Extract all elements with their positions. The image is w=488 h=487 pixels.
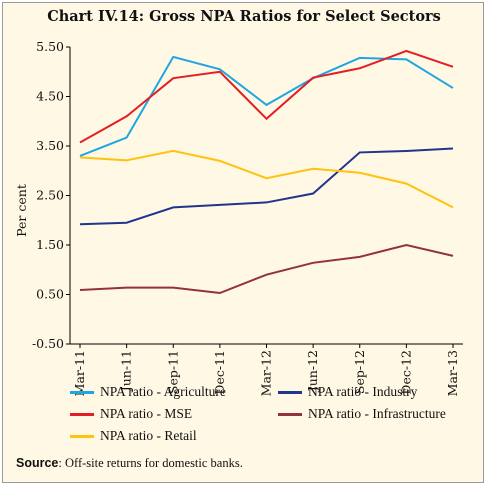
x-tick-label: Jun-11 <box>119 350 134 393</box>
legend-item: NPA ratio - Infrastructure <box>278 406 446 422</box>
y-tick-label: 1.50 <box>36 237 64 252</box>
legend-label: NPA ratio - MSE <box>100 406 193 421</box>
legend-swatch <box>278 413 302 417</box>
legend-label: NPA ratio - Industry <box>308 384 418 399</box>
chart-axes <box>66 46 463 348</box>
source-text: : Off-site returns for domestic banks. <box>58 456 243 470</box>
series-lines <box>79 49 454 295</box>
y-tick-label: 0.50 <box>36 287 64 302</box>
y-tick-label: 2.50 <box>36 188 64 203</box>
series-line-npa-ratio-industry <box>79 147 454 226</box>
legend-item: NPA ratio - MSE <box>70 406 192 422</box>
legend-label: NPA ratio - Retail <box>100 428 197 443</box>
source-note: Source: Off-site returns for domestic ba… <box>16 456 243 471</box>
legend-item: NPA ratio - Retail <box>70 428 197 444</box>
legend-swatch <box>70 391 94 395</box>
axis-labels: 5.50 4.50 3.50 2.50 1.50 0.50 -0.50 Mar-11 Jun-1… <box>14 39 460 396</box>
legend-item: NPA ratio - Agriculture <box>70 384 226 400</box>
x-tick-label: Mar-11 <box>72 350 87 396</box>
x-tick-label: Mar-13 <box>445 350 460 396</box>
x-tick-label: Dec-12 <box>398 350 413 395</box>
y-axis-label: Per cent <box>14 184 29 237</box>
chart-title: Chart IV.14: Gross NPA Ratios for Select… <box>47 8 441 25</box>
x-tick-label: Dec-11 <box>212 350 227 395</box>
y-tick-label: 4.50 <box>36 89 64 104</box>
series-line-npa-ratio-retail <box>79 149 454 209</box>
y-tick-label: 3.50 <box>36 138 64 153</box>
y-tick-label: 5.50 <box>36 39 64 54</box>
x-tick-label: Sep-12 <box>352 350 367 394</box>
series-line-npa-ratio-infrastructure <box>79 243 454 295</box>
chart-frame <box>2 2 484 483</box>
legend-swatch <box>278 391 302 395</box>
legend-label: NPA ratio - Infrastructure <box>308 406 446 421</box>
x-tick-label: Mar-12 <box>259 350 274 396</box>
x-tick-label: Jun-12 <box>305 350 320 393</box>
legend-swatch <box>70 413 94 417</box>
series-line-npa-ratio-mse <box>79 49 454 144</box>
legend-item: NPA ratio - Industry <box>278 384 417 400</box>
legend-label: NPA ratio - Agriculture <box>100 384 226 399</box>
y-tick-label: -0.50 <box>32 336 64 351</box>
source-label: Source <box>16 456 59 470</box>
series-line-npa-ratio-agriculture <box>79 55 454 157</box>
legend-swatch <box>70 435 94 439</box>
x-tick-label: Sep-11 <box>165 350 180 394</box>
